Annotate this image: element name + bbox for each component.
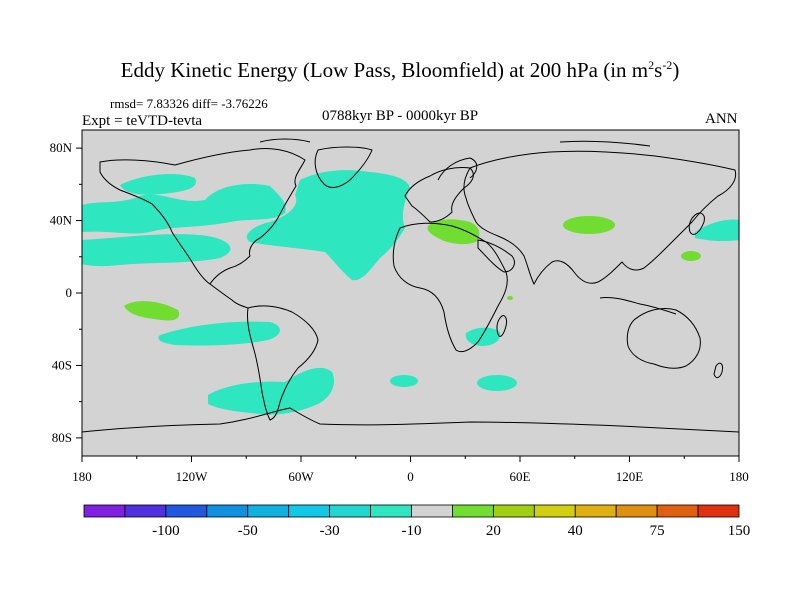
coast-asia (463, 150, 737, 286)
anomaly-northwest-pacific-east (695, 219, 739, 242)
anomaly-layer (82, 170, 739, 415)
colorbar-bin (656, 504, 699, 518)
colorbar-label: 150 (728, 523, 751, 539)
coast-north-america (99, 147, 306, 285)
anomaly-south-pacific-tropics (158, 321, 280, 346)
colorbar-bin (206, 504, 249, 518)
x-tick-label: 60W (288, 469, 314, 484)
anomaly-mediterranean (427, 219, 480, 245)
y-tick-label: 40N (50, 213, 73, 228)
y-tick-label: 80S (52, 430, 72, 445)
figure-title: Eddy Kinetic Energy (Low Pass, Bloomfiel… (120, 58, 680, 82)
y-axis: 80N 40N 0 40S 80S (50, 140, 82, 445)
anomaly-east-tropical-pacific (124, 301, 180, 321)
colorbar-bin (697, 504, 740, 518)
colorbar-bin (370, 504, 412, 518)
colorbar-label: 20 (486, 523, 501, 539)
coast-japan (688, 212, 705, 235)
anomaly-south-indian (477, 375, 517, 391)
coast-south-america (247, 305, 319, 421)
anomaly-east-africa-spot (507, 296, 513, 300)
x-tick-label: 0 (407, 469, 414, 484)
anomaly-west-pacific (681, 251, 701, 261)
y-tick-label: 40S (52, 357, 72, 372)
colorbar-label: 75 (650, 523, 665, 539)
coast-australia (626, 307, 701, 369)
anomaly-mozambique (465, 327, 501, 346)
x-tick-label: 180 (72, 469, 92, 484)
colorbar-bin (615, 504, 658, 518)
x-tick-label: 180 (729, 469, 749, 484)
stats-label: rmsd= 7.83326 diff= -3.76226 (110, 96, 268, 111)
colorbar-label: 40 (568, 523, 583, 539)
coast-new-zealand (713, 362, 723, 379)
coast-scandinavia (437, 157, 478, 181)
y-tick-label: 80N (50, 140, 73, 155)
period-label: 0788kyr BP - 0000kyr BP (322, 108, 479, 124)
colorbar-bin (329, 504, 371, 518)
coast-indonesia (599, 297, 677, 315)
coast-arctic-islands (259, 138, 651, 147)
x-tick-label: 120W (176, 469, 209, 484)
colorbar-bin (492, 504, 535, 518)
colorbar-bin (411, 504, 453, 518)
colorbar-label: -30 (320, 523, 340, 539)
colorbar-label: -10 (402, 523, 422, 539)
coastlines (82, 138, 739, 433)
coast-central-america (209, 283, 249, 309)
coast-africa (392, 222, 508, 353)
colorbar-bin (247, 504, 290, 518)
colorbar-label: -100 (152, 523, 180, 539)
colorbar-label: -50 (238, 523, 258, 539)
anomaly-south-atlantic (208, 367, 335, 415)
x-tick-label: 120E (616, 469, 644, 484)
colorbar-bin (165, 504, 208, 518)
x-axis: 180 120W 60W 0 60E 120E 180 (72, 456, 749, 484)
colorbar-bin (574, 504, 617, 518)
colorbar-bin (533, 504, 576, 518)
anomaly-central-asia (563, 216, 615, 234)
season-label: ANN (705, 111, 738, 127)
experiment-label: Expt = teVTD-tevta (82, 113, 203, 129)
coast-greenland (314, 146, 373, 188)
colorbar: -100 -50 -30 -10 20 40 75 150 (83, 504, 751, 539)
coast-arabia (477, 239, 515, 273)
colorbar-bin (83, 504, 126, 518)
coast-antarctica (82, 407, 739, 433)
x-tick-label: 60E (510, 469, 531, 484)
colorbar-bin (288, 504, 331, 518)
anomaly-north-pacific (82, 183, 286, 234)
anomaly-north-atlantic (246, 170, 410, 281)
y-tick-label: 0 (66, 285, 73, 300)
coast-madagascar (496, 315, 507, 337)
anomaly-south-atlantic-small (390, 375, 418, 387)
colorbar-bin (452, 504, 494, 518)
colorbar-bin (124, 504, 167, 518)
anomaly-alaska (120, 174, 196, 195)
anomaly-north-pacific-subtropics (82, 234, 231, 267)
